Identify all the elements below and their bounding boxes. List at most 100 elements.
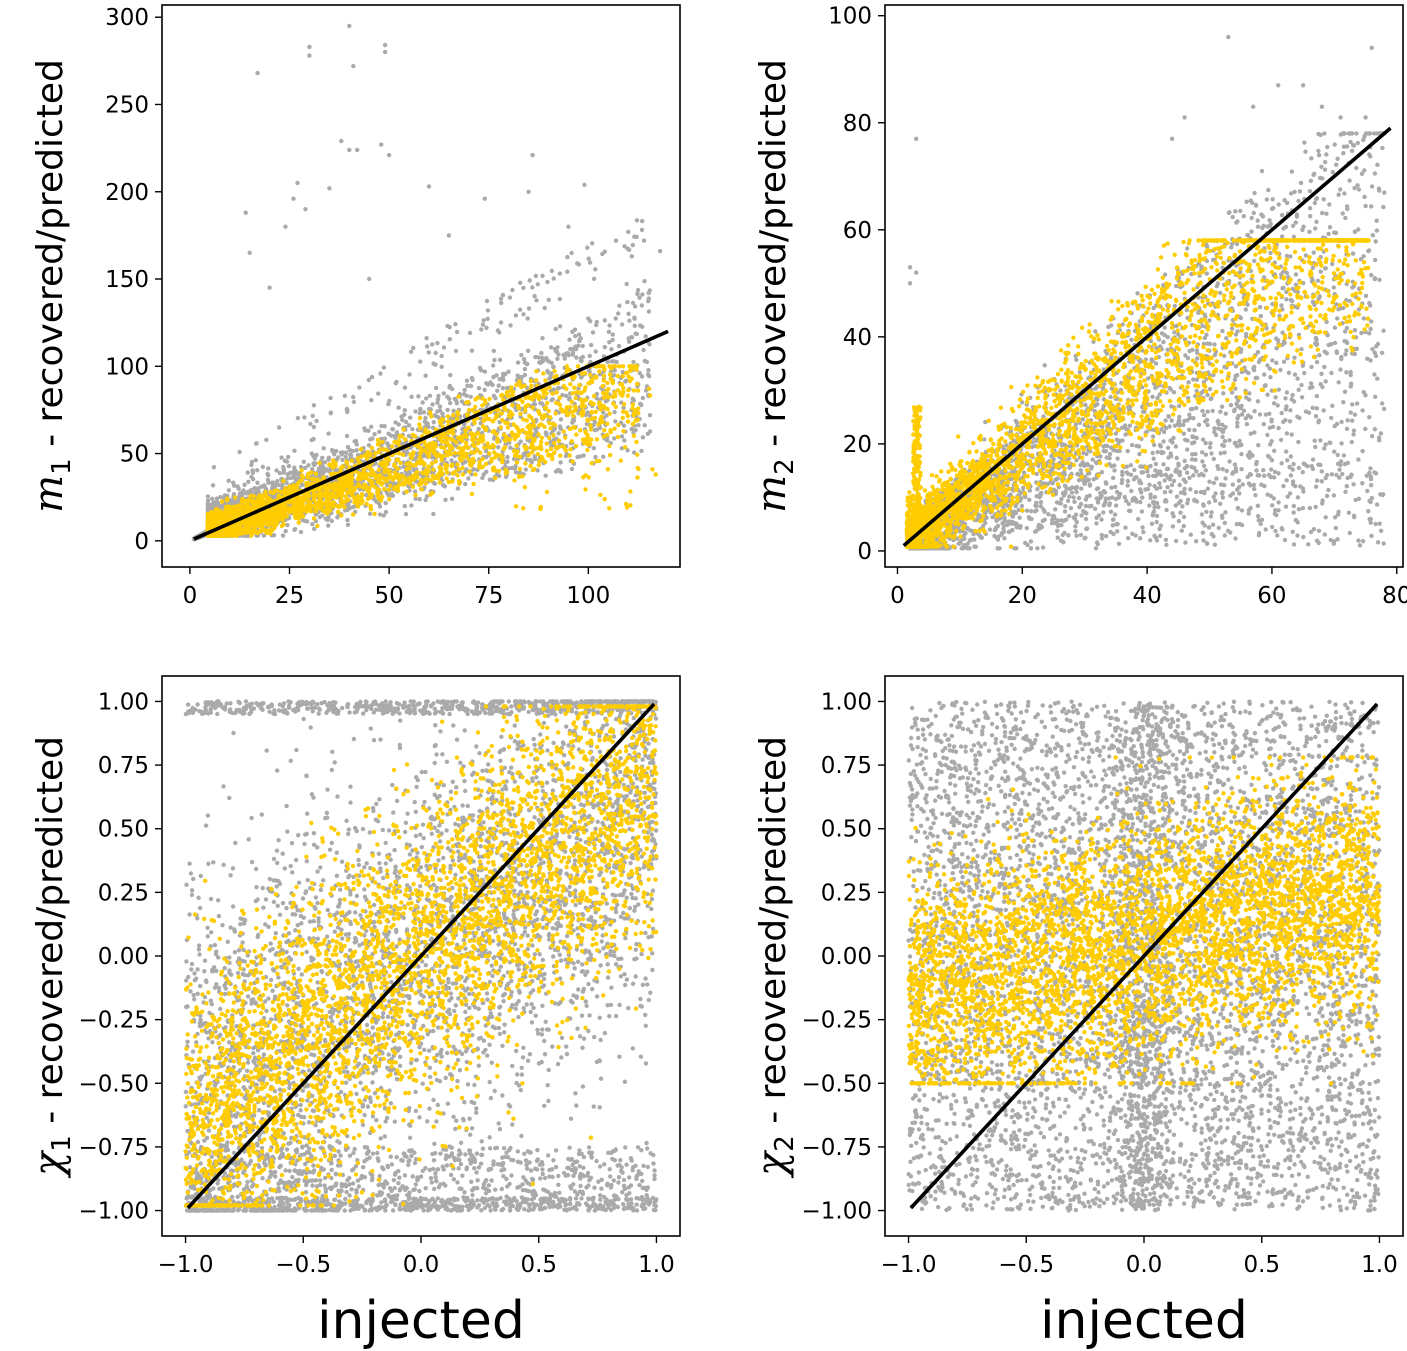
- point-recovered: [574, 355, 579, 360]
- point-recovered: [427, 393, 433, 398]
- point-predicted: [291, 504, 296, 509]
- point-recovered: [496, 383, 501, 388]
- point-predicted: [388, 483, 393, 488]
- point-recovered: [555, 467, 561, 473]
- point-predicted: [548, 446, 554, 452]
- point-recovered: [231, 492, 237, 497]
- point-recovered: [412, 489, 418, 494]
- point-recovered: [436, 415, 441, 420]
- point-predicted: [451, 413, 456, 418]
- point-recovered: [593, 454, 598, 460]
- point-predicted: [500, 459, 505, 465]
- point-recovered: [582, 182, 587, 187]
- point-recovered: [218, 494, 223, 500]
- point-recovered: [647, 342, 652, 347]
- point-predicted: [605, 380, 610, 386]
- point-predicted: [373, 451, 378, 456]
- point-recovered: [549, 360, 554, 365]
- point-predicted: [408, 452, 413, 457]
- point-predicted: [629, 376, 634, 381]
- point-predicted: [588, 427, 594, 432]
- point-recovered: [255, 480, 260, 485]
- point-predicted: [305, 475, 310, 480]
- point-predicted: [500, 418, 505, 423]
- point-predicted: [380, 494, 385, 500]
- point-recovered: [417, 497, 422, 502]
- point-recovered: [630, 300, 636, 306]
- point-recovered: [326, 523, 331, 528]
- point-recovered: [295, 180, 300, 186]
- point-recovered: [586, 368, 592, 373]
- point-predicted: [343, 494, 348, 499]
- point-predicted: [431, 445, 436, 450]
- point-predicted: [426, 477, 431, 482]
- point-recovered: [547, 440, 553, 445]
- point-predicted: [311, 516, 317, 521]
- point-recovered: [498, 296, 504, 301]
- point-predicted: [613, 404, 618, 410]
- point-recovered: [369, 398, 374, 403]
- point-recovered: [631, 450, 637, 455]
- point-predicted: [546, 408, 551, 414]
- point-recovered: [506, 369, 511, 374]
- point-predicted: [520, 474, 525, 479]
- point-predicted: [569, 409, 574, 414]
- point-recovered: [274, 468, 279, 473]
- point-recovered: [627, 318, 632, 323]
- point-recovered: [625, 246, 630, 251]
- point-recovered: [554, 349, 560, 354]
- point-recovered: [292, 527, 298, 532]
- point-recovered: [311, 436, 316, 442]
- point-recovered: [510, 287, 515, 293]
- point-recovered: [496, 445, 501, 450]
- point-recovered: [383, 500, 388, 506]
- point-recovered: [277, 471, 283, 476]
- point-recovered: [497, 473, 502, 479]
- point-predicted: [630, 406, 635, 411]
- point-recovered: [432, 481, 438, 486]
- point-recovered: [310, 413, 315, 418]
- point-recovered: [523, 467, 528, 472]
- point-predicted: [466, 425, 471, 430]
- point-recovered: [469, 348, 475, 353]
- point-recovered: [382, 436, 387, 441]
- point-predicted: [464, 434, 469, 440]
- point-predicted: [631, 388, 637, 393]
- point-predicted: [625, 393, 630, 398]
- point-recovered: [401, 448, 406, 454]
- point-predicted: [437, 480, 442, 485]
- point-predicted: [466, 407, 472, 413]
- point-predicted: [503, 407, 508, 412]
- point-predicted: [524, 418, 529, 423]
- point-predicted: [273, 517, 278, 523]
- point-recovered: [243, 210, 248, 215]
- point-recovered: [303, 465, 308, 471]
- point-recovered: [276, 425, 282, 430]
- point-recovered: [369, 374, 375, 380]
- point-recovered: [421, 410, 427, 415]
- point-recovered: [546, 297, 551, 302]
- point-recovered: [312, 456, 317, 461]
- point-predicted: [375, 437, 381, 443]
- point-recovered: [591, 446, 596, 451]
- point-recovered: [235, 499, 240, 504]
- point-predicted: [369, 495, 374, 500]
- point-recovered: [601, 454, 606, 459]
- point-predicted: [284, 514, 289, 519]
- point-recovered: [345, 522, 351, 527]
- point-predicted: [444, 466, 449, 472]
- point-predicted: [418, 426, 423, 431]
- point-recovered: [587, 353, 592, 359]
- point-recovered: [307, 53, 312, 58]
- point-predicted: [359, 492, 365, 497]
- point-predicted: [232, 495, 238, 500]
- point-recovered: [249, 474, 254, 480]
- point-predicted: [339, 513, 344, 518]
- point-predicted: [522, 383, 527, 388]
- point-recovered: [586, 256, 591, 261]
- point-recovered: [392, 433, 398, 439]
- point-recovered: [271, 533, 277, 538]
- point-recovered: [321, 446, 326, 451]
- point-recovered: [351, 394, 356, 400]
- point-recovered: [435, 400, 440, 405]
